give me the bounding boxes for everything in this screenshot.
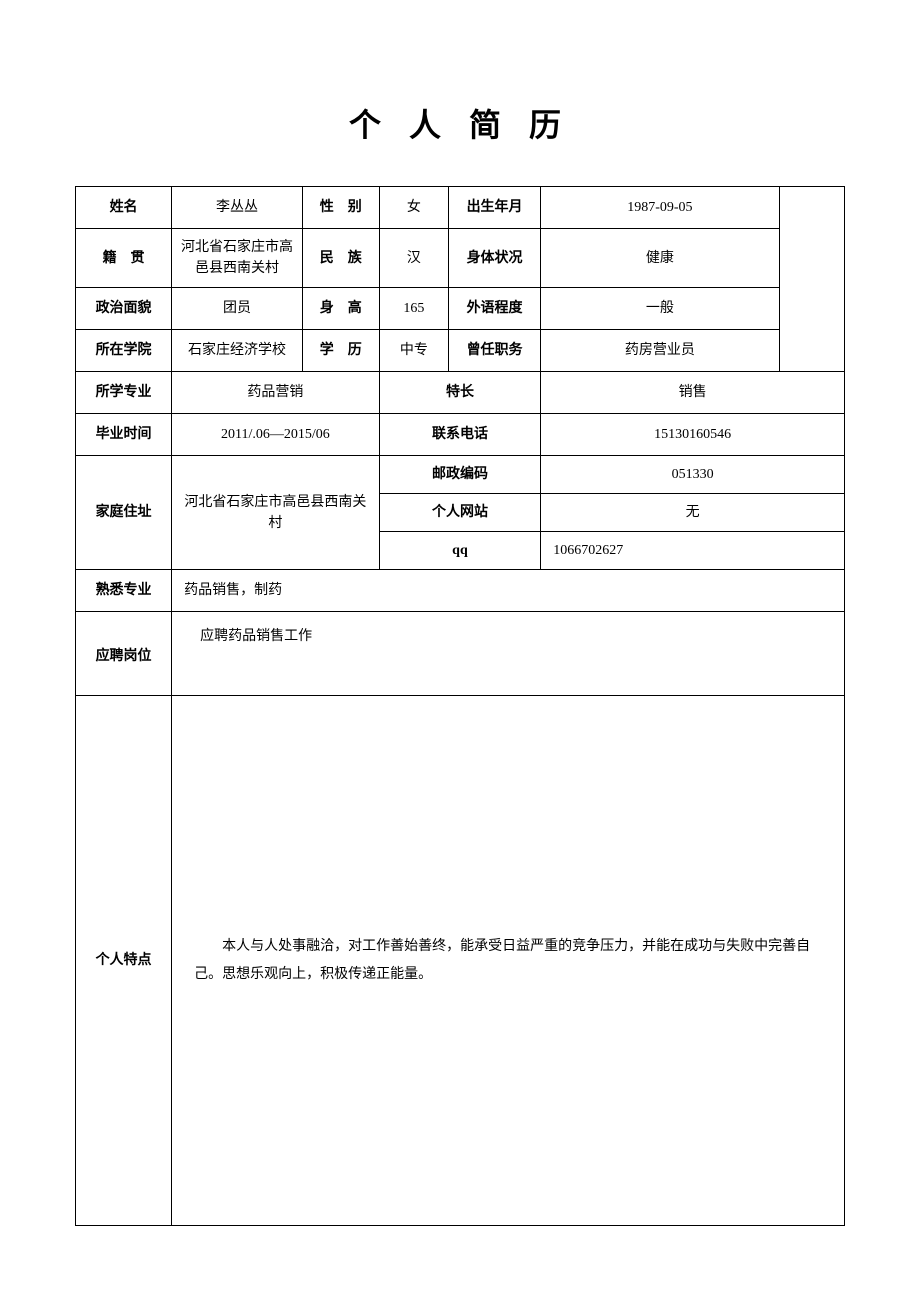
photo-placeholder	[779, 187, 844, 372]
value-birth: 1987-09-05	[541, 187, 779, 229]
table-row: 所在学院 石家庄经济学校 学 历 中专 曾任职务 药房营业员	[76, 330, 845, 372]
table-row: 毕业时间 2011/.06—2015/06 联系电话 15130160546	[76, 414, 845, 456]
label-name: 姓名	[76, 187, 172, 229]
value-ethnicity: 汉	[379, 229, 448, 288]
value-website: 无	[541, 494, 845, 532]
label-major: 所学专业	[76, 372, 172, 414]
value-name: 李丛丛	[172, 187, 303, 229]
label-height: 身 高	[302, 288, 379, 330]
page-title: 个 人 简 历	[75, 100, 845, 146]
label-college: 所在学院	[76, 330, 172, 372]
value-specialty: 销售	[541, 372, 845, 414]
label-website: 个人网站	[379, 494, 540, 532]
resume-table: 姓名 李丛丛 性 别 女 出生年月 1987-09-05 籍 贯 河北省石家庄市…	[75, 186, 845, 1226]
value-qq: 1066702627	[541, 532, 845, 570]
value-traits: 本人与人处事融洽，对工作善始善终，能承受日益严重的竞争压力，并能在成功与失败中完…	[178, 933, 838, 989]
value-grad-time: 2011/.06—2015/06	[172, 414, 380, 456]
value-political: 团员	[172, 288, 303, 330]
table-row: 姓名 李丛丛 性 别 女 出生年月 1987-09-05	[76, 187, 845, 229]
table-row: 所学专业 药品营销 特长 销售	[76, 372, 845, 414]
table-row: 应聘岗位 应聘药品销售工作	[76, 612, 845, 696]
value-health: 健康	[541, 229, 779, 288]
resume-page: 个 人 简 历 姓名 李丛丛 性 别 女 出生年月 1987-09-05 籍 贯…	[0, 0, 920, 1301]
label-traits: 个人特点	[76, 696, 172, 1226]
value-major: 药品营销	[172, 372, 380, 414]
table-row: 政治面貌 团员 身 高 165 外语程度 一般	[76, 288, 845, 330]
label-birth: 出生年月	[448, 187, 540, 229]
label-foreign: 外语程度	[448, 288, 540, 330]
table-row: 籍 贯 河北省石家庄市高邑县西南关村 民 族 汉 身体状况 健康	[76, 229, 845, 288]
label-postal: 邮政编码	[379, 456, 540, 494]
label-specialty: 特长	[379, 372, 540, 414]
table-row: 家庭住址 河北省石家庄市高邑县西南关村 邮政编码 051330	[76, 456, 845, 494]
label-grad-time: 毕业时间	[76, 414, 172, 456]
value-postal: 051330	[541, 456, 845, 494]
value-address: 河北省石家庄市高邑县西南关村	[172, 456, 380, 570]
label-ethnicity: 民 族	[302, 229, 379, 288]
value-gender: 女	[379, 187, 448, 229]
value-phone: 15130160546	[541, 414, 845, 456]
label-gender: 性 别	[302, 187, 379, 229]
value-education: 中专	[379, 330, 448, 372]
value-familiar: 药品销售，制药	[172, 570, 845, 612]
label-address: 家庭住址	[76, 456, 172, 570]
label-health: 身体状况	[448, 229, 540, 288]
label-phone: 联系电话	[379, 414, 540, 456]
label-education: 学 历	[302, 330, 379, 372]
table-row: 个人特点 本人与人处事融洽，对工作善始善终，能承受日益严重的竞争压力，并能在成功…	[76, 696, 845, 1226]
value-traits-cell: 本人与人处事融洽，对工作善始善终，能承受日益严重的竞争压力，并能在成功与失败中完…	[172, 696, 845, 1226]
label-position-held: 曾任职务	[448, 330, 540, 372]
label-qq: qq	[379, 532, 540, 570]
label-applied: 应聘岗位	[76, 612, 172, 696]
value-height: 165	[379, 288, 448, 330]
label-political: 政治面貌	[76, 288, 172, 330]
label-familiar: 熟悉专业	[76, 570, 172, 612]
value-college: 石家庄经济学校	[172, 330, 303, 372]
label-origin: 籍 贯	[76, 229, 172, 288]
value-applied: 应聘药品销售工作	[172, 612, 845, 696]
value-position-held: 药房营业员	[541, 330, 779, 372]
table-row: 熟悉专业 药品销售，制药	[76, 570, 845, 612]
value-foreign: 一般	[541, 288, 779, 330]
value-origin: 河北省石家庄市高邑县西南关村	[172, 229, 303, 288]
